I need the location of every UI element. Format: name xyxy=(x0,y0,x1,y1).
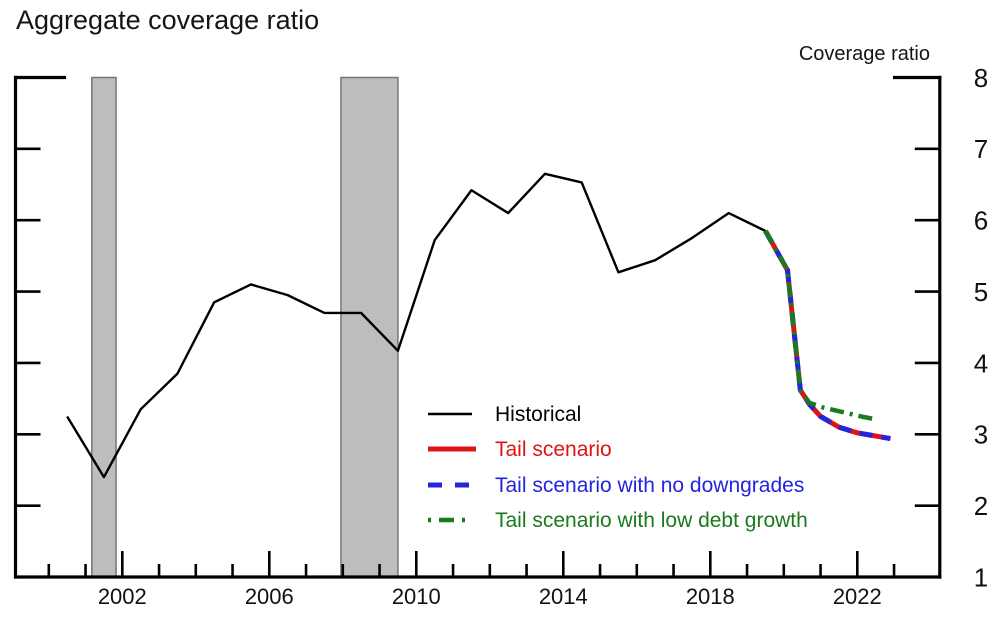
legend: Historical Tail scenario Tail scenario wit… xyxy=(428,397,808,539)
y-axis-label-5: 5 xyxy=(974,277,988,307)
legend-label-2: Tail scenario with no downgrades xyxy=(495,473,805,497)
y-axis-label-7: 7 xyxy=(974,134,988,164)
legend-line-swatch-3 xyxy=(428,512,478,530)
x-axis-label-2018: 2018 xyxy=(686,584,735,609)
legend-item-2: Tail scenario with no downgrades xyxy=(428,468,808,504)
y-axis-label-8: 8 xyxy=(974,63,988,93)
y-axis-label-2: 2 xyxy=(974,491,988,521)
x-axis-label-2002: 2002 xyxy=(98,584,147,609)
x-axis-label-2022: 2022 xyxy=(833,584,882,609)
series-line-0 xyxy=(66,172,766,479)
x-axis-label-2014: 2014 xyxy=(539,584,588,609)
y-axis-label-3: 3 xyxy=(974,420,988,450)
x-axis-label-2006: 2006 xyxy=(245,584,294,609)
series-line-3 xyxy=(763,229,877,422)
legend-label-3: Tail scenario with low debt growth xyxy=(495,509,808,533)
legend-label-1: Tail scenario xyxy=(495,438,612,462)
chart-title: Aggregate coverage ratio xyxy=(16,5,320,35)
recession-band-1 xyxy=(340,76,399,578)
right-axis-title: Coverage ratio xyxy=(798,43,930,65)
legend-item-3: Tail scenario with low debt growth xyxy=(428,504,808,540)
x-axis-label-2010: 2010 xyxy=(392,584,441,609)
y-axis-label-6: 6 xyxy=(974,206,988,236)
legend-line-swatch-2 xyxy=(428,477,478,495)
legend-line-swatch-1 xyxy=(428,441,478,459)
legend-item-0: Historical xyxy=(428,397,808,433)
legend-line-swatch-0 xyxy=(428,406,478,424)
legend-item-1: Tail scenario xyxy=(428,433,808,469)
recession-band-0 xyxy=(91,76,117,578)
legend-label-0: Historical xyxy=(495,402,582,426)
y-axis-label-4: 4 xyxy=(974,348,988,378)
y-axis-label-1: 1 xyxy=(974,562,988,592)
